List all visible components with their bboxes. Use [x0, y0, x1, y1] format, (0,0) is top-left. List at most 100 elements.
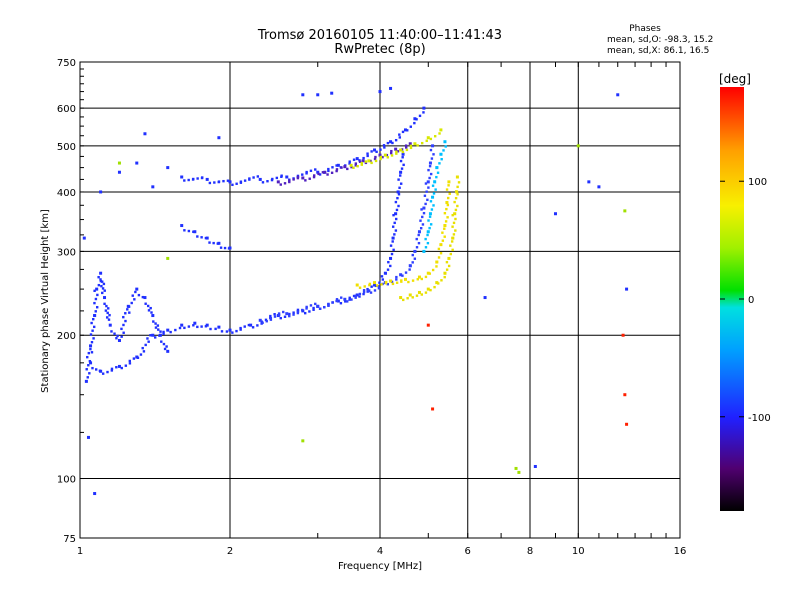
data-point	[99, 271, 103, 275]
data-point	[392, 248, 395, 252]
data-point	[430, 157, 434, 160]
data-point	[314, 168, 317, 171]
data-point	[443, 212, 447, 215]
data-point	[296, 176, 300, 180]
data-point	[456, 204, 459, 208]
data-point	[429, 200, 433, 203]
data-point	[454, 217, 457, 221]
data-point	[352, 166, 355, 169]
data-point	[420, 208, 423, 211]
series-group	[276, 142, 412, 186]
data-point	[428, 226, 431, 230]
chart-title: Tromsø 20160105 11:40:00–11:41:43	[257, 28, 502, 43]
data-point	[99, 369, 103, 373]
data-point	[453, 200, 456, 204]
data-point	[317, 172, 320, 176]
data-point	[108, 313, 111, 317]
data-point	[395, 281, 399, 284]
data-point	[231, 183, 234, 187]
data-point	[391, 237, 395, 240]
data-point	[266, 180, 269, 183]
data-point	[454, 208, 458, 212]
data-point	[449, 252, 453, 256]
data-point	[395, 208, 399, 212]
data-point	[426, 230, 430, 234]
data-point	[625, 422, 629, 426]
data-point	[446, 216, 449, 219]
data-point	[183, 179, 186, 182]
data-point	[483, 296, 487, 300]
data-point	[349, 163, 353, 167]
data-point	[296, 175, 300, 179]
data-point	[439, 128, 443, 132]
data-point	[162, 342, 166, 346]
data-point	[397, 193, 401, 196]
data-point	[301, 439, 305, 443]
data-point	[354, 162, 358, 165]
data-point	[89, 333, 93, 336]
x-tick-label: 6	[465, 546, 471, 557]
data-point	[90, 351, 94, 354]
data-point	[93, 289, 96, 293]
data-point	[358, 160, 362, 163]
data-point	[421, 215, 424, 219]
data-point	[205, 177, 209, 181]
data-point	[358, 286, 362, 289]
data-point	[373, 281, 377, 285]
data-point	[95, 287, 99, 291]
data-point	[395, 278, 398, 281]
data-point	[219, 246, 223, 249]
data-point	[441, 239, 445, 242]
data-point	[367, 159, 371, 163]
data-point	[374, 155, 377, 159]
data-point	[447, 184, 450, 187]
data-point	[89, 347, 92, 351]
data-point	[375, 284, 379, 287]
data-point	[196, 325, 199, 329]
data-point	[401, 156, 404, 159]
data-point	[187, 229, 191, 233]
data-point	[395, 150, 398, 154]
stats-line-o: mean, sd,O: -98.3, 15.2	[607, 35, 713, 45]
data-point	[97, 283, 101, 287]
data-point	[91, 329, 94, 332]
data-point	[420, 293, 423, 296]
data-point	[392, 213, 395, 217]
data-point	[201, 176, 204, 179]
data-point	[391, 225, 395, 228]
data-point	[404, 271, 408, 274]
data-point	[440, 279, 443, 282]
data-point	[143, 296, 147, 300]
data-point	[84, 380, 88, 383]
data-point	[143, 132, 147, 136]
data-point	[444, 145, 447, 148]
data-point	[437, 256, 441, 259]
data-point	[621, 333, 625, 337]
data-point	[415, 118, 418, 121]
data-point	[443, 235, 446, 238]
data-point	[277, 313, 281, 317]
data-point	[431, 196, 434, 199]
data-point	[367, 289, 371, 293]
data-point	[340, 296, 343, 299]
data-point	[151, 185, 155, 189]
data-point	[406, 297, 409, 300]
data-point	[133, 298, 136, 301]
data-point	[431, 184, 435, 187]
colorbar-tick-label: 0	[748, 295, 754, 306]
data-point	[437, 282, 440, 285]
data-point	[424, 291, 428, 294]
data-point	[361, 159, 365, 163]
data-point	[288, 179, 291, 182]
data-point	[445, 260, 449, 264]
plot-frame	[79, 61, 681, 539]
data-point	[440, 153, 443, 156]
data-point	[212, 241, 215, 245]
data-point	[187, 178, 190, 182]
data-point	[377, 287, 381, 290]
data-point	[406, 129, 409, 132]
data-point	[135, 287, 139, 291]
data-point	[103, 289, 106, 292]
data-point	[432, 153, 435, 156]
data-point	[396, 196, 399, 200]
